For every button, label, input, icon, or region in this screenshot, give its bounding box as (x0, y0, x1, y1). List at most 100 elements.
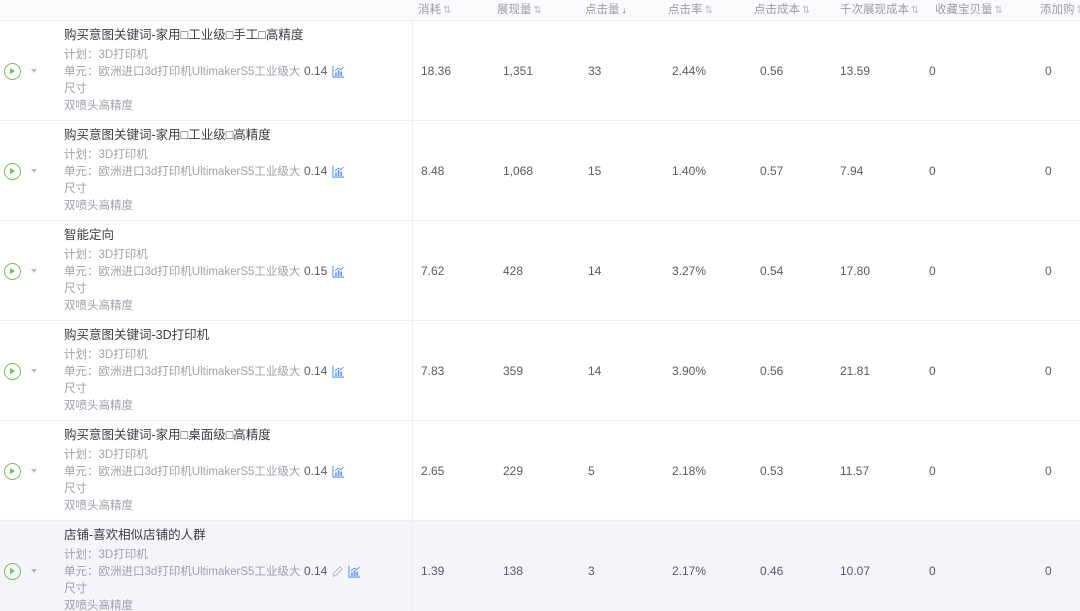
cell-clicks: 3 (588, 564, 595, 578)
row-unit-value-line2: 双喷头高精度 (64, 100, 133, 112)
sort-toggle-icon[interactable]: ⇅ (533, 5, 542, 16)
row-title[interactable]: 购买意图关键词-3D打印机 (64, 328, 210, 342)
cell-clicks: 5 (588, 464, 595, 478)
cell-cost: 1.39 (421, 564, 445, 578)
row-unit-value-line2: 双喷头高精度 (64, 400, 133, 412)
sort-toggle-icon[interactable]: ⇅ (802, 5, 810, 16)
row-state-controls (0, 421, 52, 521)
row-unit-value-line2: 双喷头高精度 (64, 600, 133, 611)
column-header-favorites[interactable]: 收藏宝贝量 ⇅ (935, 0, 1003, 21)
row-unit-value-line2: 双喷头高精度 (64, 300, 133, 312)
row-unit-label: 单元： (64, 466, 99, 478)
trend-chart-icon[interactable] (332, 65, 345, 78)
column-header-impressions[interactable]: 展现量 ⇅ (497, 0, 542, 21)
cell-favorites: 0 (929, 364, 936, 378)
trend-chart-icon[interactable] (332, 265, 345, 278)
column-header-cpm[interactable]: 千次展现成本 ⇅ (840, 0, 919, 21)
sort-toggle-icon[interactable]: ⇅ (443, 5, 451, 16)
play-icon[interactable] (4, 162, 21, 180)
sort-toggle-icon[interactable]: ⇅ (911, 5, 919, 16)
trend-chart-icon[interactable] (332, 465, 345, 478)
row-bid-cell: 0.15 (304, 221, 404, 321)
row-unit-value: 欧洲进口3d打印机UltimakerS5工业级大尺寸 (64, 566, 301, 595)
row-info: 购买意图关键词-家用□工业级□手工□高精度 计划：3D打印机 单元：欧洲进口3d打印… (64, 21, 304, 121)
row-plan: 计划：3D打印机 (64, 347, 304, 364)
table-row[interactable]: 购买意图关键词-3D打印机 计划：3D打印机 单元：欧洲进口3d打印机Ultimak… (0, 321, 1080, 421)
column-header-label: 点击成本 (754, 4, 800, 16)
row-title[interactable]: 智能定向 (64, 228, 115, 242)
column-header-label: 展现量 (497, 4, 532, 16)
chevron-down-icon[interactable] (31, 169, 37, 173)
table-row[interactable]: 店铺-喜欢相似店铺的人群 计划：3D打印机 单元：欧洲进口3d打印机Ultimake… (0, 521, 1080, 611)
cell-impressions: 1,351 (503, 64, 534, 78)
cell-clicks: 15 (588, 164, 602, 178)
cell-cart_adds: 0 (1045, 164, 1052, 178)
row-title[interactable]: 购买意图关键词-家用□工业级□手工□高精度 (64, 28, 304, 42)
cell-cpm: 11.57 (840, 464, 870, 478)
row-title[interactable]: 购买意图关键词-家用□桌面级□高精度 (64, 428, 271, 442)
row-unit-value: 欧洲进口3d打印机UltimakerS5工业级大尺寸 (64, 466, 301, 495)
column-header-ctr[interactable]: 点击率 ⇅ (668, 0, 713, 21)
row-unit-value: 欧洲进口3d打印机UltimakerS5工业级大尺寸 (64, 366, 301, 395)
sort-desc-icon[interactable]: ↓ (621, 5, 627, 16)
trend-chart-icon[interactable] (332, 165, 345, 178)
row-info: 购买意图关键词-3D打印机 计划：3D打印机 单元：欧洲进口3d打印机Ultimak… (64, 321, 304, 421)
cell-cpc: 0.56 (760, 364, 784, 378)
cell-cart_adds: 0 (1045, 464, 1052, 478)
cell-cpc: 0.53 (760, 464, 784, 478)
sort-toggle-icon[interactable]: ⇅ (1077, 0, 1080, 21)
row-unit-value: 欧洲进口3d打印机UltimakerS5工业级大尺寸 (64, 166, 301, 195)
cell-cpc: 0.56 (760, 64, 784, 78)
trend-chart-icon[interactable] (332, 365, 345, 378)
cell-cpc: 0.46 (760, 564, 784, 578)
cell-clicks: 14 (588, 264, 602, 278)
table-row[interactable]: 购买意图关键词-家用□工业级□手工□高精度 计划：3D打印机 单元：欧洲进口3d打印… (0, 21, 1080, 121)
chevron-down-icon[interactable] (31, 569, 37, 573)
trend-chart-icon[interactable] (348, 565, 361, 578)
play-icon[interactable] (4, 362, 21, 380)
row-unit: 单元：欧洲进口3d打印机UltimakerS5工业级大尺寸 (64, 64, 304, 98)
table-row[interactable]: 智能定向 计划：3D打印机 单元：欧洲进口3d打印机UltimakerS5工业级大尺… (0, 221, 1080, 321)
sort-toggle-icon[interactable]: ⇅ (994, 5, 1003, 16)
cell-impressions: 359 (503, 364, 524, 378)
column-header-cart_adds[interactable]: 添加购⇅ (1040, 0, 1080, 21)
column-header-label: 千次展现成本 (840, 4, 909, 16)
play-icon[interactable] (4, 62, 21, 80)
row-state-controls (0, 521, 52, 611)
cell-impressions: 428 (503, 264, 524, 278)
row-unit-label: 单元： (64, 166, 99, 178)
edit-pencil-icon[interactable] (332, 565, 344, 577)
column-header-cpc[interactable]: 点击成本 ⇅ (754, 0, 810, 21)
table-row[interactable]: 购买意图关键词-家用□工业级□高精度 计划：3D打印机 单元：欧洲进口3d打印机Ul… (0, 121, 1080, 221)
play-icon[interactable] (4, 262, 21, 280)
row-plan-label: 计划： (64, 149, 99, 161)
table-row[interactable]: 购买意图关键词-家用□桌面级□高精度 计划：3D打印机 单元：欧洲进口3d打印机Ul… (0, 421, 1080, 521)
row-state-controls (0, 221, 52, 321)
cell-impressions: 1,068 (503, 164, 534, 178)
row-unit: 单元：欧洲进口3d打印机UltimakerS5工业级大尺寸 (64, 264, 304, 298)
row-plan-label: 计划： (64, 349, 99, 361)
play-icon[interactable] (4, 562, 21, 580)
row-title[interactable]: 购买意图关键词-家用□工业级□高精度 (64, 128, 271, 142)
sort-toggle-icon[interactable]: ⇅ (704, 5, 713, 16)
chevron-down-icon[interactable] (31, 369, 37, 373)
row-bid-cell: 0.14 (304, 21, 404, 121)
cell-cpc: 0.57 (760, 164, 784, 178)
cell-impressions: 229 (503, 464, 524, 478)
chevron-down-icon[interactable] (31, 469, 37, 473)
cell-cart_adds: 0 (1045, 564, 1052, 578)
row-plan-label: 计划： (64, 49, 99, 61)
chevron-down-icon[interactable] (31, 269, 37, 273)
cell-favorites: 0 (929, 64, 936, 78)
row-unit-value-line2: 双喷头高精度 (64, 200, 133, 212)
chevron-down-icon[interactable] (31, 69, 37, 73)
column-header-cost[interactable]: 消耗 ⇅ (418, 0, 451, 21)
row-title[interactable]: 店铺-喜欢相似店铺的人群 (64, 528, 206, 542)
row-plan-label: 计划： (64, 249, 99, 261)
play-icon[interactable] (4, 462, 21, 480)
row-info: 店铺-喜欢相似店铺的人群 计划：3D打印机 单元：欧洲进口3d打印机Ultimake… (64, 521, 304, 611)
cell-favorites: 0 (929, 264, 936, 278)
row-bid-value: 0.14 (304, 164, 328, 178)
cell-cost: 7.62 (421, 264, 445, 278)
column-header-clicks[interactable]: 点击量 ↓ (585, 0, 627, 21)
